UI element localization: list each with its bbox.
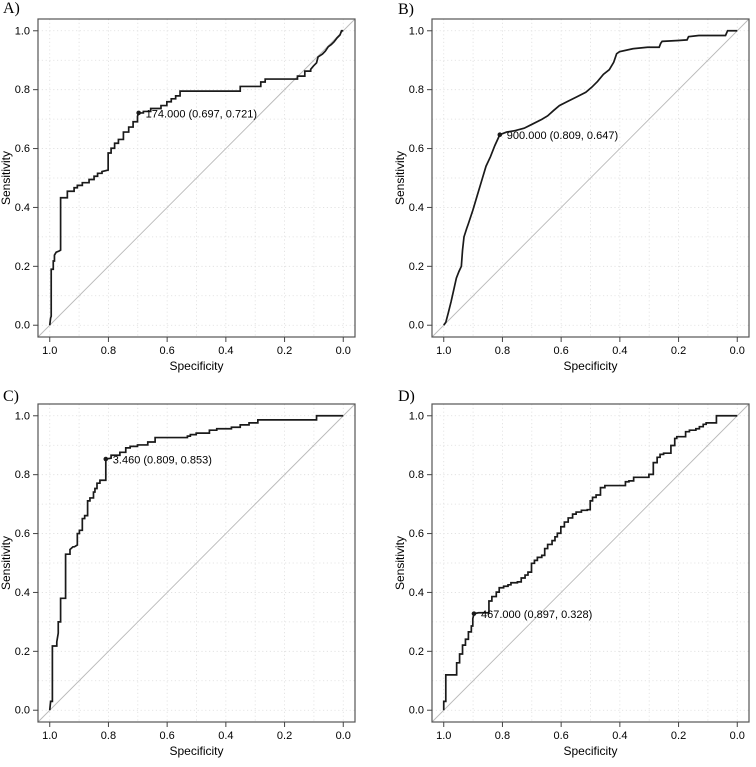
y-axis-label: Sensitivity <box>394 151 407 205</box>
x-tick-label: 0.8 <box>495 730 510 742</box>
roc-chart-b: 1.0 0.8 0.6 0.4 0.2 0.0 0.0 0.2 0.4 0.6 0.8 1.0 Spec… <box>394 18 750 373</box>
panel-c-label: C) <box>3 388 19 405</box>
y-tick-label: 0.8 <box>15 84 30 96</box>
diagonal-reference-line <box>431 403 750 723</box>
x-tick-label: 0.0 <box>730 345 745 357</box>
panel-a: A) 1.0 0.8 0.6 0.4 0.2 0.0 0.0 0.2 0.4 0.6 0.8 1.0 S… <box>0 0 378 382</box>
x-tick-label: 1.0 <box>436 345 451 357</box>
y-axis-label: Sensitivity <box>394 536 407 590</box>
y-axis-label: Sensitivity <box>0 536 13 590</box>
plot-box <box>431 18 750 338</box>
x-tick-label: 0.0 <box>730 730 745 742</box>
roc-curve <box>442 414 738 711</box>
y-tick-label: 1.0 <box>15 410 30 422</box>
x-tick-label: 0.0 <box>336 345 351 357</box>
diagonal-reference-line <box>431 18 750 338</box>
y-tick-label: 0.2 <box>15 261 30 273</box>
plot-box <box>431 403 750 723</box>
x-tick-label: 0.0 <box>336 730 351 742</box>
x-tick-label: 1.0 <box>42 345 57 357</box>
x-axis-label: Specificity <box>563 359 617 373</box>
y-tick-label: 1.0 <box>409 410 424 422</box>
roc-chart-c: 1.0 0.8 0.6 0.4 0.2 0.0 0.0 0.2 0.4 0.6 0.8 1.0 Spec… <box>0 403 356 758</box>
x-tick-label: 0.2 <box>277 730 292 742</box>
y-tick-label: 1.0 <box>15 25 30 37</box>
x-tick-label: 0.6 <box>159 730 174 742</box>
y-tick-label: 0.8 <box>15 469 30 481</box>
y-tick-label: 0.8 <box>409 469 424 481</box>
x-tick-label: 0.2 <box>671 730 686 742</box>
cutoff-annotation: 900.000 (0.809, 0.647) <box>507 130 618 142</box>
y-tick-label: 0.0 <box>15 320 30 332</box>
panel-b-label: B) <box>398 1 414 18</box>
diagonal-reference-line <box>37 18 356 338</box>
y-tick-label: 0.2 <box>409 646 424 658</box>
x-tick-label: 0.4 <box>612 345 627 357</box>
y-tick-label: 0.4 <box>409 202 424 214</box>
cutoff-point <box>471 611 477 616</box>
cutoff-annotation: 3.460 (0.809, 0.853) <box>113 455 212 467</box>
cutoff-point <box>136 110 141 116</box>
x-tick-label: 0.4 <box>218 345 233 357</box>
x-tick-label: 0.4 <box>218 730 233 742</box>
y-tick-label: 0.4 <box>15 202 30 214</box>
x-tick-label: 0.2 <box>671 345 686 357</box>
roc-chart-a: 1.0 0.8 0.6 0.4 0.2 0.0 0.0 0.2 0.4 0.6 0.8 1.0 Spec… <box>0 18 356 373</box>
y-tick-label: 0.0 <box>409 320 424 332</box>
x-tick-label: 0.4 <box>612 730 627 742</box>
cutoff-annotation: 174.000 (0.697, 0.721) <box>146 108 257 120</box>
y-tick-label: 0.6 <box>409 528 424 540</box>
plot-box <box>37 18 356 338</box>
panel-b: B) 1.0 0.8 0.6 0.4 0.2 0.0 0.0 0.2 0.4 0.6 0.8 1.0 S… <box>378 0 756 382</box>
panel-d-label: D) <box>398 388 415 405</box>
panel-c: C) 1.0 0.8 0.6 0.4 0.2 0.0 0.0 0.2 0.4 0.6 0.8 1.0 S… <box>0 382 378 764</box>
diagonal-reference-line <box>37 403 356 723</box>
x-axis-label: Specificity <box>563 744 617 758</box>
x-tick-label: 1.0 <box>436 730 451 742</box>
x-tick-label: 0.8 <box>495 345 510 357</box>
roc-chart-d: 1.0 0.8 0.6 0.4 0.2 0.0 0.0 0.2 0.4 0.6 0.8 1.0 Spec… <box>394 403 750 758</box>
cutoff-point <box>103 456 109 462</box>
x-tick-label: 0.8 <box>101 730 116 742</box>
cutoff-annotation: 467.000 (0.897, 0.328) <box>481 609 592 621</box>
x-axis-label: Specificity <box>169 744 223 758</box>
y-tick-label: 0.4 <box>15 587 30 599</box>
roc-curve <box>443 29 738 326</box>
plot-box <box>37 403 356 723</box>
x-axis-label: Specificity <box>169 359 223 373</box>
y-tick-label: 0.6 <box>15 528 30 540</box>
panel-a-label: A) <box>3 0 20 17</box>
y-tick-label: 0.8 <box>409 84 424 96</box>
y-tick-label: 0.6 <box>409 143 424 155</box>
y-tick-label: 0.2 <box>15 646 30 658</box>
roc-curve <box>48 29 344 326</box>
x-tick-label: 0.6 <box>553 730 568 742</box>
x-tick-label: 1.0 <box>42 730 57 742</box>
panel-d: D) 1.0 0.8 0.6 0.4 0.2 0.0 0.0 0.2 0.4 0.6 0.8 1.0 S… <box>378 382 756 764</box>
y-tick-label: 0.0 <box>15 705 30 717</box>
y-tick-label: 0.4 <box>409 587 424 599</box>
y-tick-label: 0.2 <box>409 261 424 273</box>
x-tick-label: 0.2 <box>277 345 292 357</box>
y-tick-label: 0.6 <box>15 143 30 155</box>
y-tick-label: 1.0 <box>409 25 424 37</box>
x-tick-label: 0.6 <box>553 345 568 357</box>
y-axis-label: Sensitivity <box>0 151 13 205</box>
x-tick-label: 0.8 <box>101 345 116 357</box>
x-tick-label: 0.6 <box>159 345 174 357</box>
cutoff-point <box>497 132 503 138</box>
y-tick-label: 0.0 <box>409 705 424 717</box>
